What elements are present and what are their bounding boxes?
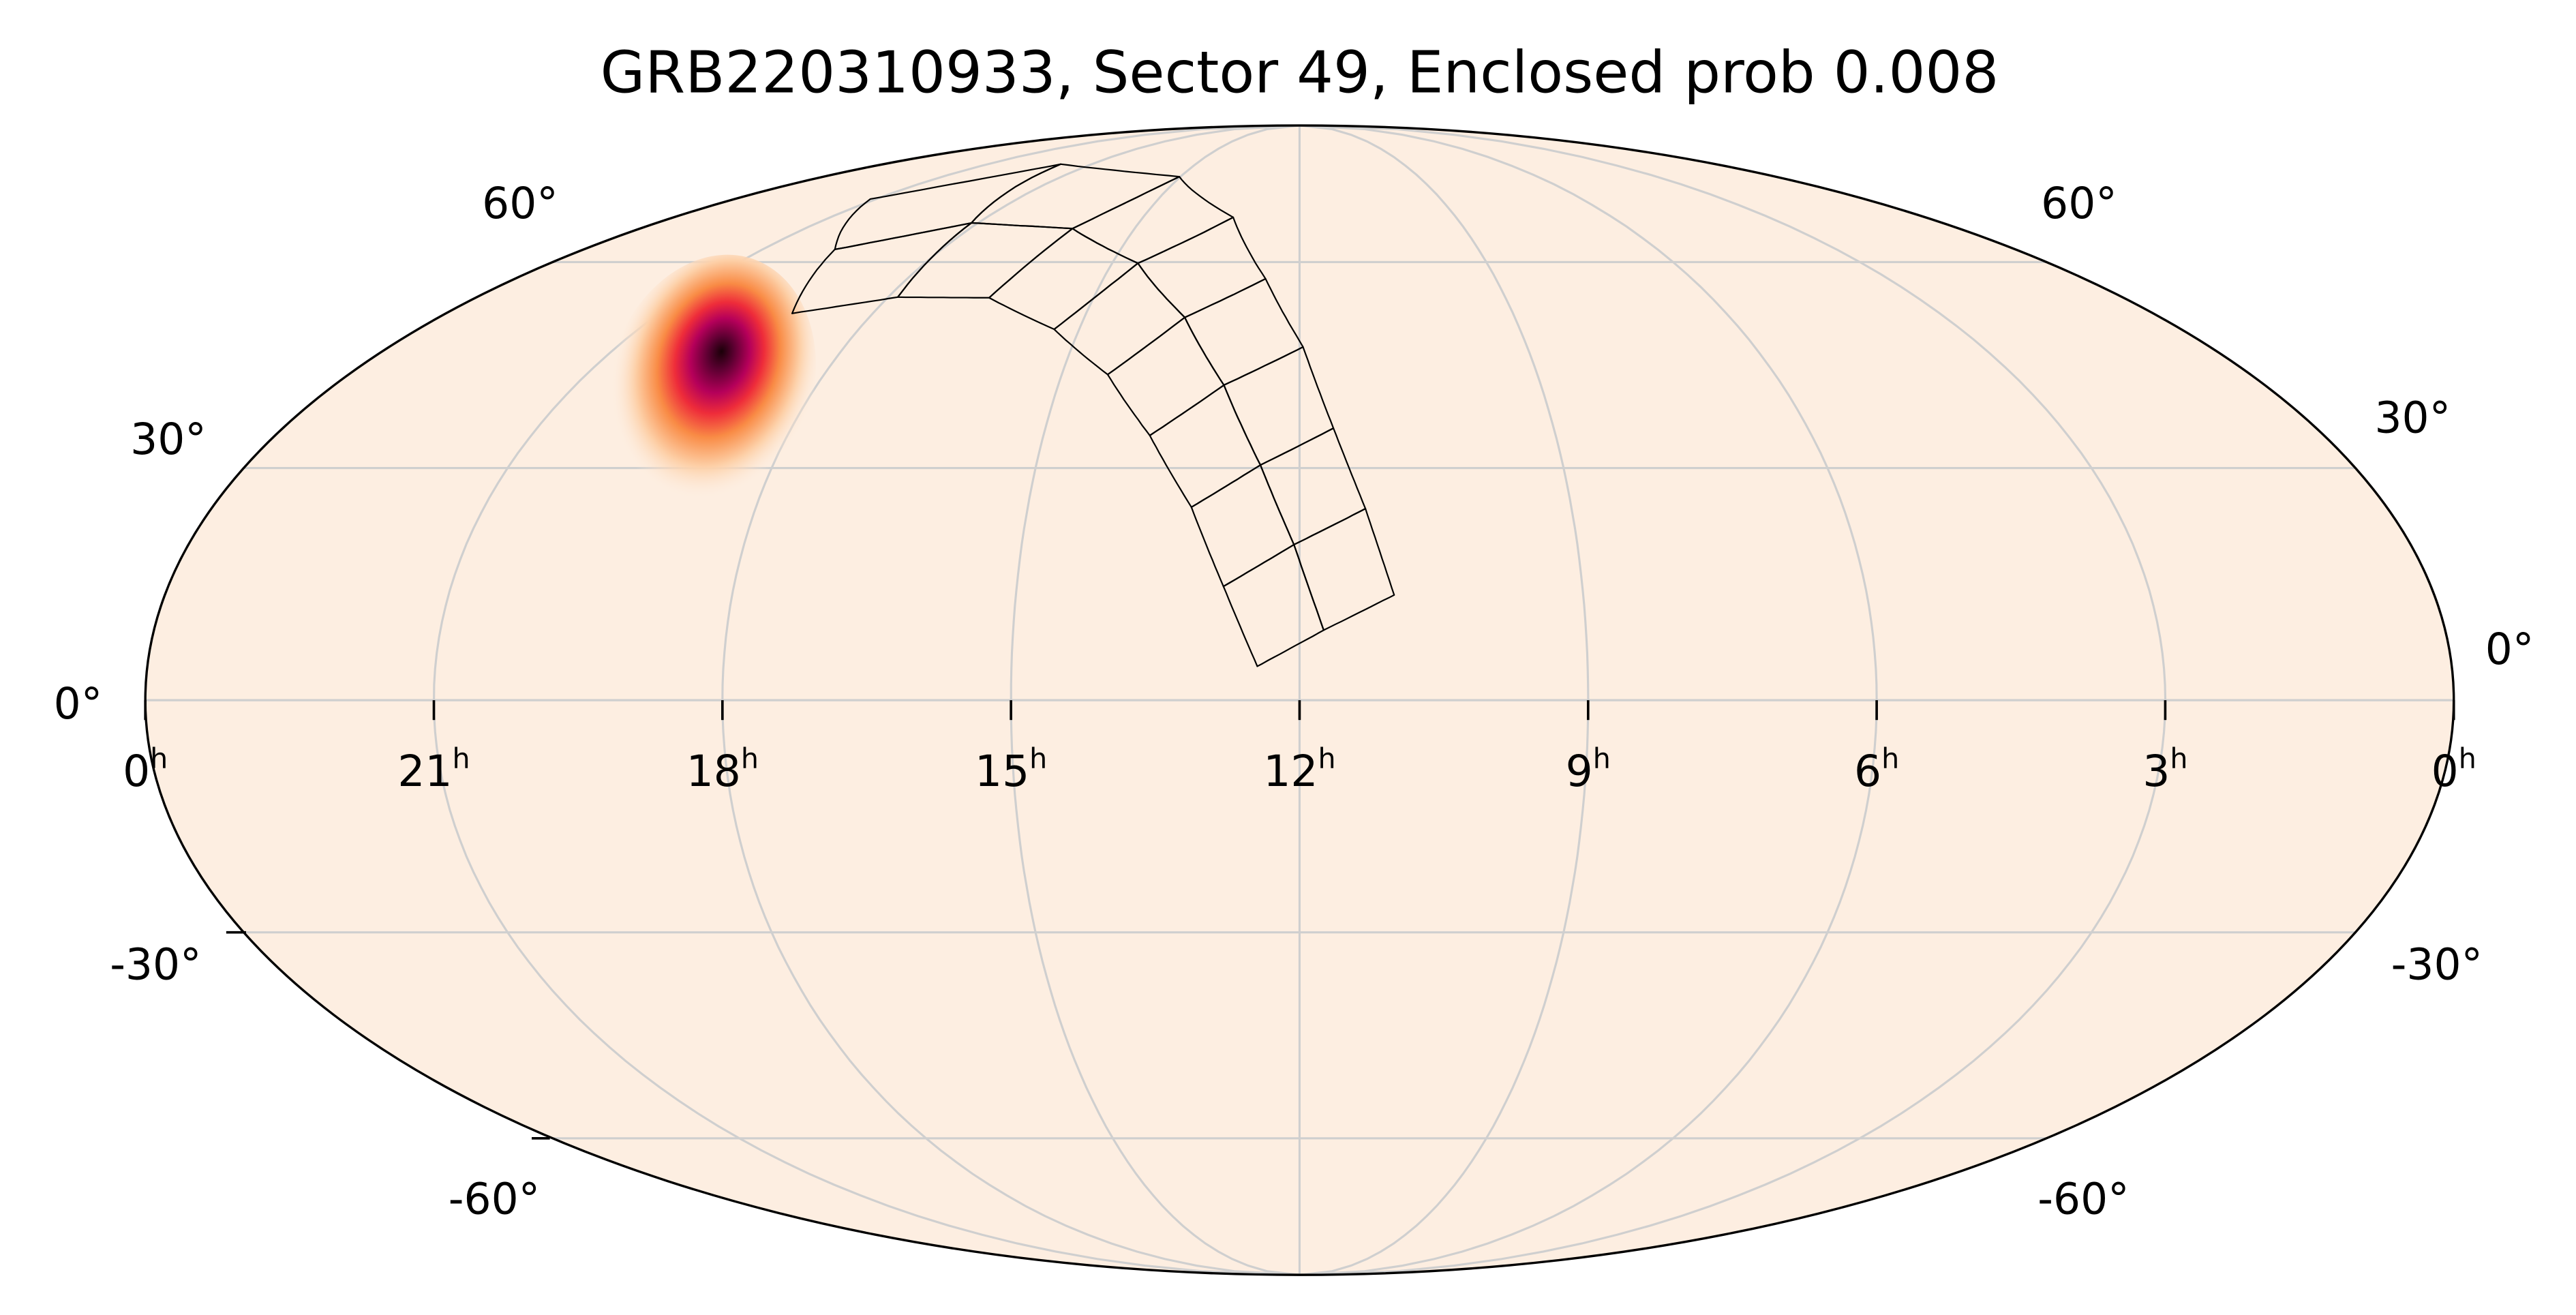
dec-tick-label-left: -30° [110, 940, 201, 990]
dec-tick-label-right: -60° [2037, 1174, 2129, 1224]
ra-tick-label: 9h [1566, 742, 1611, 796]
dec-tick-label-left: -60° [449, 1174, 540, 1224]
ra-tick-label: 3h [2142, 742, 2187, 796]
chart-title: GRB220310933, Sector 49, Enclosed prob 0… [601, 39, 1999, 106]
ra-tick-label: 18h [686, 742, 759, 796]
ccd-footprint [1222, 543, 1324, 667]
dec-tick-label-left: 60° [482, 179, 558, 228]
ra-tick-label: 21h [397, 742, 470, 796]
dec-tick-label-right: -30° [2391, 940, 2483, 990]
ra-tick-label: 15h [975, 742, 1047, 796]
dec-tick-label-left: 30° [130, 414, 207, 464]
dec-tick-label-right: 60° [2041, 179, 2117, 228]
probability-map [604, 254, 816, 520]
ra-tick-label: 0h [123, 742, 168, 796]
probability-region [604, 254, 816, 520]
tick-marks [144, 700, 2455, 1140]
ra-tick-label: 12h [1263, 742, 1335, 796]
ra-tick-label: 6h [1854, 742, 1899, 796]
dec-tick-label-right: 30° [2374, 393, 2451, 443]
sector-footprint [791, 163, 1395, 667]
ra-tick-label: 0h [2431, 742, 2476, 796]
dec-tick-label-right: 0° [2485, 624, 2534, 674]
dec-tick-label-left: 0° [54, 679, 103, 729]
tick-labels: 0h 21h 18h 15h 12h 9h 6h 3h 0h 60° 60° 30° 30° 0° 0° -3… [54, 179, 2534, 1224]
